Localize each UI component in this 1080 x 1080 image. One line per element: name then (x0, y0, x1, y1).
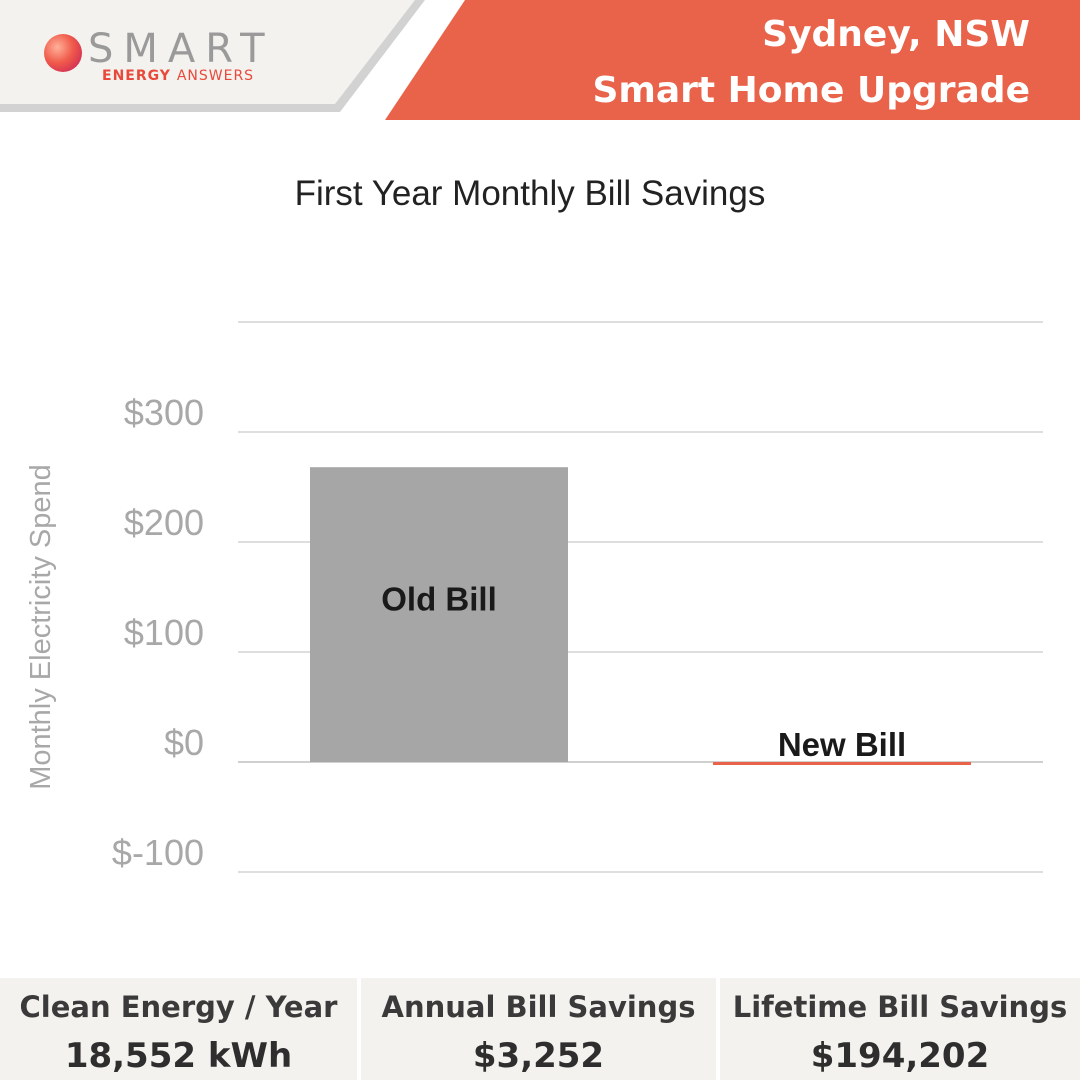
stat-label: Annual Bill Savings (381, 990, 696, 1024)
chart-title: First Year Monthly Bill Savings (295, 174, 766, 213)
title-panel (385, 0, 1080, 120)
logo-wordmark: SMART (88, 26, 275, 72)
stat-label: Clean Energy / Year (19, 990, 338, 1024)
logo-orb-icon (44, 34, 82, 72)
stat-lifetime-savings: Lifetime Bill Savings $194,202 (720, 978, 1080, 1080)
logo-tagline-bold: ENERGY (102, 68, 171, 84)
y-tick-label: $100 (124, 612, 204, 653)
y-tick-label: $200 (124, 502, 204, 543)
header-banner: SMART ENERGY ANSWERS Sydney, NSW Smart H… (0, 0, 1080, 122)
header-background (0, 0, 1080, 120)
bar-old-bill (310, 467, 568, 762)
logo-tagline: ENERGY ANSWERS (102, 68, 254, 84)
bar-label: Old Bill (381, 581, 497, 618)
logo-panel (0, 0, 415, 104)
stat-annual-savings: Annual Bill Savings $3,252 (361, 978, 716, 1080)
stat-value: $3,252 (472, 1036, 605, 1076)
stat-value: $194,202 (810, 1036, 990, 1076)
y-tick-label: $300 (124, 392, 204, 433)
y-axis-label: Monthly Electricity Spend (25, 464, 57, 790)
stats-footer: Clean Energy / Year 18,552 kWh Annual Bi… (0, 978, 1080, 1080)
bar-label: New Bill (778, 726, 906, 763)
y-tick-label: $-100 (112, 832, 204, 873)
bar-new-bill (713, 762, 971, 765)
location-title: Sydney, NSW (762, 14, 1030, 55)
logo-tagline-thin: ANSWERS (176, 68, 255, 84)
brand-logo: SMART ENERGY ANSWERS (44, 26, 314, 92)
stat-label: Lifetime Bill Savings (732, 990, 1068, 1024)
bill-savings-chart: First Year Monthly Bill Savings Monthly E… (25, 174, 1043, 873)
y-tick-label: $0 (164, 722, 204, 763)
upgrade-subtitle: Smart Home Upgrade (592, 70, 1030, 111)
stat-value: 18,552 kWh (64, 1036, 293, 1076)
stat-clean-energy: Clean Energy / Year 18,552 kWh (0, 978, 357, 1080)
